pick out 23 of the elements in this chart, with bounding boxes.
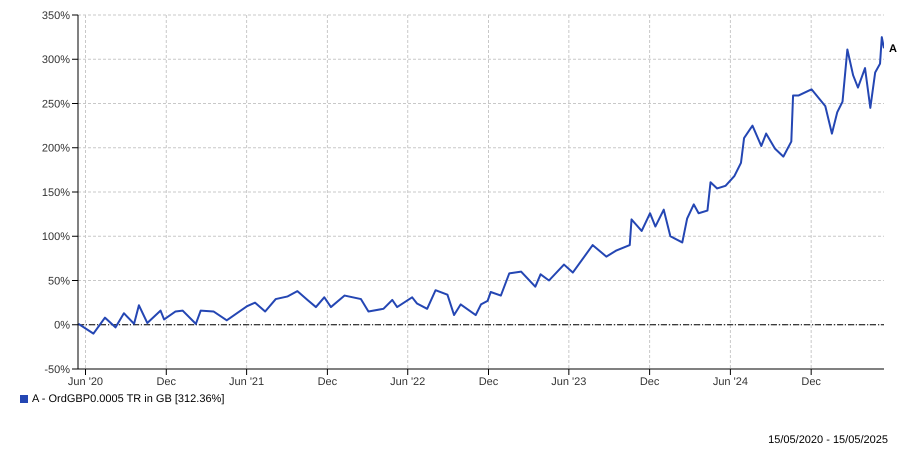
x-tick-label: Jun '22 [390,376,426,388]
y-tick-label: 300% [42,54,70,66]
x-tick-label: Jun '24 [712,376,748,388]
y-tick-label: 100% [42,231,70,244]
x-tick-label: Jun '21 [229,376,264,388]
y-tick-label: -50% [44,364,70,376]
y-tick-label: 350% [42,10,70,22]
y-tick-label: 50% [48,275,70,288]
x-tick-label: Jun '20 [68,376,104,388]
y-tick-label: 0% [54,320,70,332]
x-tick-label: Dec [318,376,338,388]
y-tick-label: 250% [42,98,70,110]
legend-label: A - OrdGBP0.0005 TR in GB [312.36%] [32,393,224,405]
text: 15/05/2020 - 15/05/2025 [768,434,888,446]
line-series [78,36,884,335]
x-tick-label: Dec [640,376,660,388]
annotation: A [889,43,897,56]
x-tick-label: Dec [156,376,177,388]
x-tick-label: Dec [478,376,499,388]
y-tick-label: 200% [42,142,70,155]
y-tick-label: 150% [42,186,70,199]
x-tick-label: Jun '23 [551,376,586,388]
x-tick-label: Dec [801,376,822,388]
